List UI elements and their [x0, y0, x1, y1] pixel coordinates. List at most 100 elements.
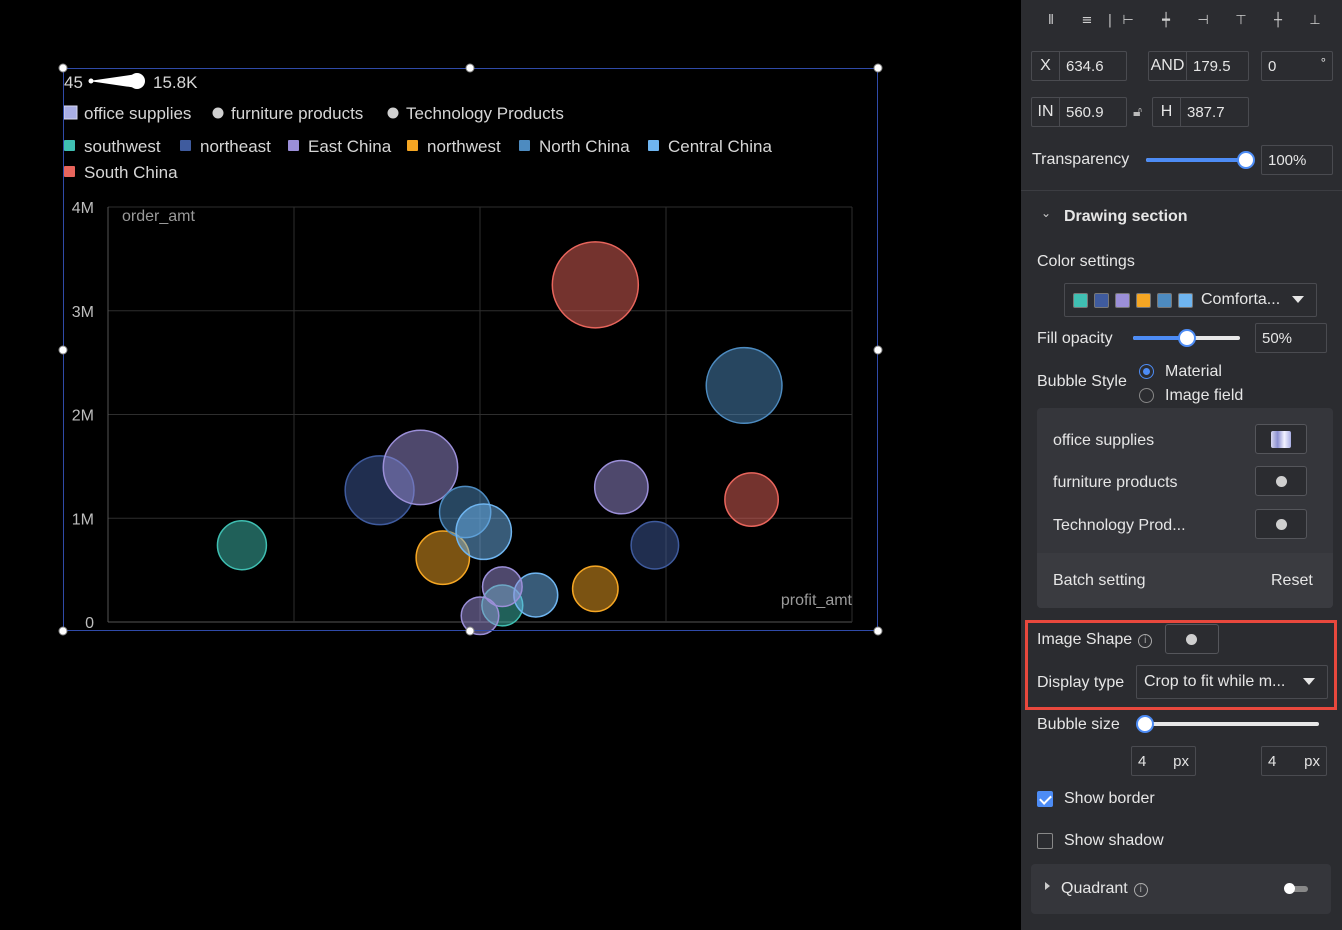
align-middle-h-icon[interactable]: ┿ — [1162, 13, 1170, 28]
reset-button[interactable]: Reset — [1271, 572, 1313, 589]
y-position-field[interactable]: AND 179.5 — [1148, 51, 1249, 81]
style-row-label: furniture products — [1053, 474, 1178, 491]
color-legend-label: South China — [84, 163, 178, 182]
fill-opacity-slider-thumb[interactable] — [1178, 329, 1196, 347]
resize-handle-bottom-left[interactable] — [58, 626, 68, 636]
batch-setting-button[interactable]: Batch setting — [1053, 572, 1146, 589]
quadrant-text: Quadrant — [1061, 880, 1128, 897]
resize-handle-top-left[interactable] — [58, 63, 68, 73]
circle-icon — [1276, 519, 1287, 530]
align-left-icon[interactable]: ⫴ — [1048, 13, 1054, 28]
expand-caret-icon[interactable] — [1045, 882, 1050, 890]
circle-style-button[interactable] — [1255, 509, 1307, 539]
x-value[interactable]: 634.6 — [1066, 57, 1104, 75]
px-unit: px — [1173, 752, 1189, 770]
x-label: X — [1032, 52, 1060, 80]
resize-handle-left[interactable] — [58, 345, 68, 355]
align-middle-icon[interactable]: ┼ — [1274, 13, 1282, 28]
drawing-section-header[interactable]: Drawing section — [1064, 208, 1188, 225]
show-shadow-label[interactable]: Show shadow — [1064, 832, 1164, 849]
bubble-northwest — [571, 565, 619, 613]
bubble-southwest — [216, 520, 268, 571]
fill-opacity-slider-fill — [1133, 336, 1187, 340]
color-swatch — [1073, 292, 1088, 308]
transparency-value[interactable]: 100% — [1268, 151, 1307, 169]
width-field[interactable]: IN 560.9 — [1031, 97, 1127, 127]
material-radio[interactable] — [1139, 364, 1154, 379]
color-legend-swatch — [64, 166, 75, 177]
color-swatch — [1094, 292, 1109, 308]
align-top-icon[interactable]: ⊤ — [1235, 13, 1247, 28]
align-bottom-icon[interactable]: ⊥ — [1309, 13, 1321, 28]
alignment-toolbar: ⫴ ≡ | ⊢ ┿ ⊣ ⊤ ┼ ⊥ — [1021, 12, 1342, 32]
width-value[interactable]: 560.9 — [1066, 103, 1104, 121]
resize-handle-top[interactable] — [465, 63, 475, 73]
color-legend-swatch — [648, 140, 659, 151]
resize-handle-right[interactable] — [873, 345, 883, 355]
image-style-button[interactable] — [1255, 424, 1307, 454]
material-option-label[interactable]: Material — [1165, 363, 1222, 380]
bubble-east-china — [460, 596, 500, 636]
y-label: AND — [1149, 52, 1187, 80]
info-icon[interactable]: i — [1133, 883, 1148, 897]
fill-opacity-input[interactable]: 50% — [1255, 323, 1327, 353]
bubble-size-min-value[interactable]: 4 — [1138, 752, 1147, 770]
align-right-edge-icon[interactable]: ⊣ — [1197, 13, 1209, 28]
image-shape-text: Image Shape — [1037, 631, 1133, 648]
x-position-field[interactable]: X 634.6 — [1031, 51, 1127, 81]
resize-handle-top-right[interactable] — [873, 63, 883, 73]
align-center-h-icon[interactable]: ≡ — [1081, 13, 1093, 28]
image-field-radio[interactable] — [1139, 388, 1154, 403]
show-border-label[interactable]: Show border — [1064, 790, 1155, 807]
info-icon[interactable]: i — [1138, 634, 1153, 648]
show-border-checkbox[interactable] — [1037, 791, 1053, 807]
image-shape-button[interactable] — [1165, 624, 1219, 654]
bubble-size-slider-track[interactable] — [1145, 722, 1319, 726]
rotation-value[interactable]: 0 — [1268, 57, 1277, 75]
image-shape-label: Image Shape i — [1037, 631, 1153, 649]
display-type-dropdown[interactable]: Crop to fit while m... — [1136, 665, 1328, 699]
bubble-size-slider-thumb-min[interactable] — [1136, 715, 1154, 733]
shape-legend-circle-marker — [212, 107, 224, 119]
circle-style-button[interactable] — [1255, 466, 1307, 496]
selection-box[interactable] — [63, 68, 878, 631]
distribute-h-icon[interactable]: | — [1107, 13, 1113, 28]
y-value[interactable]: 179.5 — [1193, 57, 1231, 75]
bubble-size-max-value[interactable]: 4 — [1268, 752, 1277, 770]
collapse-chevron-icon[interactable]: ⌄ — [1041, 206, 1052, 220]
x-axis-name: profit_amt — [781, 592, 853, 609]
divider — [1021, 190, 1342, 191]
color-legend-label: Central China — [668, 137, 772, 156]
resize-handle-bottom[interactable] — [465, 626, 475, 636]
bubble-chart: 45 15.8K office supplies furniture products… — [63, 73, 853, 636]
y-tick-label: 3M — [72, 304, 94, 321]
rotation-field[interactable]: 0 ° — [1261, 51, 1333, 81]
size-legend-gradient — [89, 74, 137, 88]
resize-handle-bottom-right[interactable] — [873, 626, 883, 636]
color-scheme-dropdown[interactable]: Comforta... — [1064, 283, 1317, 317]
bubble-size-min-input[interactable]: 4 px — [1131, 746, 1196, 776]
height-value[interactable]: 387.7 — [1187, 103, 1225, 121]
lock-icon[interactable]: 🔓︎ — [1133, 104, 1143, 120]
show-shadow-checkbox[interactable] — [1037, 833, 1053, 849]
color-legend-swatch — [407, 140, 418, 151]
transparency-input[interactable]: 100% — [1261, 145, 1333, 175]
color-swatch — [1178, 292, 1193, 308]
color-legend-label: East China — [308, 137, 392, 156]
bubble-size-max-input[interactable]: 4 px — [1261, 746, 1327, 776]
width-label: IN — [1032, 98, 1060, 126]
color-legend-label: northwest — [427, 137, 501, 156]
color-swatches — [1073, 292, 1199, 308]
transparency-slider-thumb[interactable] — [1237, 151, 1255, 169]
fill-opacity-value[interactable]: 50% — [1262, 329, 1293, 347]
image-field-option-label[interactable]: Image field — [1165, 387, 1244, 404]
height-field[interactable]: H 387.7 — [1152, 97, 1249, 127]
transparency-label: Transparency — [1032, 151, 1130, 168]
align-right-icon[interactable]: ⊢ — [1122, 13, 1134, 28]
style-row-label: office supplies — [1053, 432, 1155, 449]
bubble-south-china — [551, 241, 640, 329]
display-type-value: Crop to fit while m... — [1144, 673, 1286, 690]
color-legend-label: southwest — [84, 137, 161, 156]
quadrant-toggle[interactable] — [1284, 883, 1308, 894]
circle-icon — [1186, 634, 1197, 645]
